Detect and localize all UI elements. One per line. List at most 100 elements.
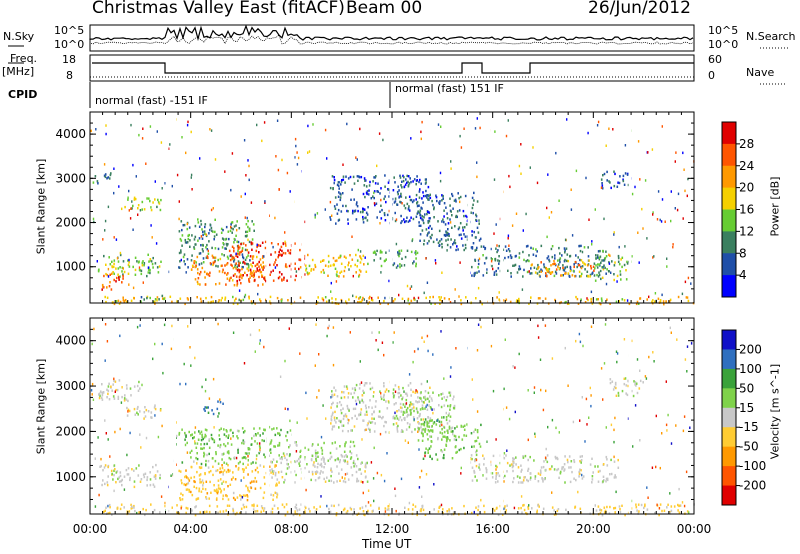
data-cell (527, 507, 530, 510)
data-cell (104, 295, 106, 299)
data-cell (250, 486, 253, 490)
data-cell (105, 124, 107, 127)
data-cell (536, 267, 538, 271)
data-cell (504, 338, 506, 341)
data-cell (604, 266, 606, 270)
data-cell (369, 421, 372, 424)
data-cell (462, 209, 465, 213)
data-cell (504, 245, 507, 248)
data-cell (331, 214, 333, 217)
data-cell (342, 391, 345, 394)
data-cell (476, 479, 478, 482)
data-cell (625, 269, 627, 272)
data-cell (369, 382, 371, 385)
data-gap (467, 318, 471, 514)
data-cell (485, 257, 487, 260)
data-cell (471, 479, 474, 482)
data-cell (120, 503, 123, 506)
data-cell (619, 273, 622, 276)
data-cell (248, 240, 251, 244)
data-cell (448, 234, 450, 237)
data-cell (521, 468, 523, 472)
data-cell (339, 459, 341, 462)
data-cell (195, 264, 197, 267)
data-cell (359, 468, 361, 471)
data-cell (380, 217, 383, 220)
data-cell (187, 266, 189, 269)
data-cell (498, 244, 500, 248)
data-cell (281, 273, 283, 276)
data-cell (206, 255, 209, 258)
data-cell (200, 481, 203, 484)
data-cell (136, 325, 139, 329)
data-cell (562, 274, 564, 277)
data-cell (452, 432, 454, 436)
data-cell (317, 451, 319, 454)
data-cell (331, 428, 334, 431)
data-cell (344, 266, 346, 269)
data-cell (514, 366, 516, 369)
data-cell (213, 256, 216, 259)
data-cell (251, 437, 253, 440)
data-cell (427, 232, 429, 235)
data-cell (600, 367, 603, 370)
data-cell (305, 488, 307, 492)
data-cell (228, 279, 231, 282)
data-cell (284, 240, 286, 244)
data-cell (235, 465, 237, 468)
data-cell (113, 302, 116, 306)
data-cell (563, 269, 566, 272)
data-cell (180, 492, 182, 495)
data-cell (211, 437, 214, 441)
data-cell (651, 300, 653, 303)
data-cell (294, 156, 296, 159)
data-cell (575, 295, 577, 299)
data-cell (204, 409, 206, 412)
data-cell (239, 251, 241, 254)
data-cell (392, 388, 395, 391)
data-cell (445, 239, 447, 242)
data-cell (152, 357, 154, 361)
data-cell (258, 445, 261, 448)
data-cell (366, 480, 369, 483)
data-cell (314, 465, 316, 468)
data-cell (90, 129, 92, 133)
data-cell (492, 389, 495, 393)
data-cell (105, 432, 107, 435)
data-cell (242, 431, 245, 434)
data-cell (245, 256, 248, 259)
data-cell (367, 501, 370, 504)
data-cell (449, 394, 452, 397)
data-cell (143, 262, 146, 265)
data-cell (317, 455, 319, 458)
colorbar-segment (722, 368, 736, 389)
data-cell (124, 298, 127, 302)
data-cell (421, 439, 424, 442)
data-cell (492, 454, 495, 458)
data-cell (610, 271, 612, 274)
data-cell (479, 237, 482, 240)
data-cell (478, 239, 481, 242)
data-cell (159, 473, 161, 477)
data-cell (658, 513, 660, 517)
data-cell (596, 124, 599, 127)
data-cell (430, 302, 432, 305)
data-cell (213, 235, 216, 238)
data-cell (270, 439, 273, 442)
data-cell (109, 263, 112, 266)
data-cell (622, 174, 625, 178)
data-cell (277, 512, 279, 515)
data-cell (250, 443, 253, 446)
data-cell (421, 407, 424, 410)
data-cell (394, 181, 396, 184)
data-cell (329, 186, 332, 190)
data-cell (342, 459, 345, 462)
data-cell (627, 380, 630, 383)
data-cell (527, 469, 529, 472)
data-cell (407, 175, 410, 178)
data-cell (661, 509, 663, 513)
data-cell (95, 128, 97, 131)
data-cell (232, 302, 235, 305)
data-cell (232, 509, 235, 512)
data-cell (463, 226, 466, 229)
